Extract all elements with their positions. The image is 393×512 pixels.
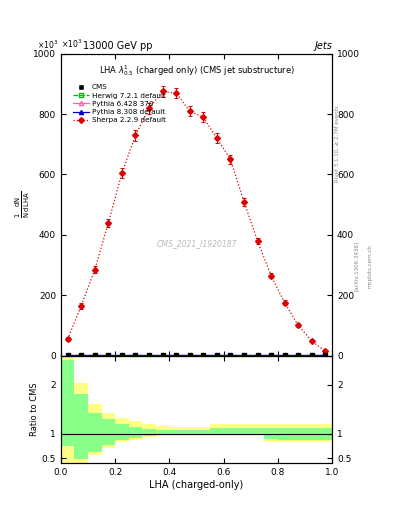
Y-axis label: Ratio to CMS: Ratio to CMS — [30, 382, 39, 436]
Text: LHA $\lambda^1_{0.5}$ (charged only) (CMS jet substructure): LHA $\lambda^1_{0.5}$ (charged only) (CM… — [99, 63, 294, 78]
Text: 13000 GeV pp: 13000 GeV pp — [83, 41, 152, 51]
Text: $\times10^3$: $\times10^3$ — [37, 38, 58, 51]
Text: mcplots.cern.ch: mcplots.cern.ch — [367, 244, 373, 288]
Text: $\times10^3$: $\times10^3$ — [61, 38, 82, 50]
Legend: CMS, Herwig 7.2.1 default, Pythia 6.428 370, Pythia 8.308 default, Sherpa 2.2.9 : CMS, Herwig 7.2.1 default, Pythia 6.428 … — [70, 81, 169, 126]
Text: CMS_2021_I1920187: CMS_2021_I1920187 — [156, 240, 237, 248]
X-axis label: LHA (charged-only): LHA (charged-only) — [149, 480, 244, 490]
Text: Rivet 3.1.10, ≥ 2.7M events: Rivet 3.1.10, ≥ 2.7M events — [335, 105, 340, 182]
Text: Jets: Jets — [314, 41, 332, 51]
Y-axis label: $\frac{1}{\mathrm{N}} \frac{\mathrm{d}\mathrm{N}}{\mathrm{d}\,\mathrm{LHA}}$: $\frac{1}{\mathrm{N}} \frac{\mathrm{d}\m… — [13, 191, 32, 218]
Text: [arXiv:1306.3436]: [arXiv:1306.3436] — [354, 241, 359, 291]
